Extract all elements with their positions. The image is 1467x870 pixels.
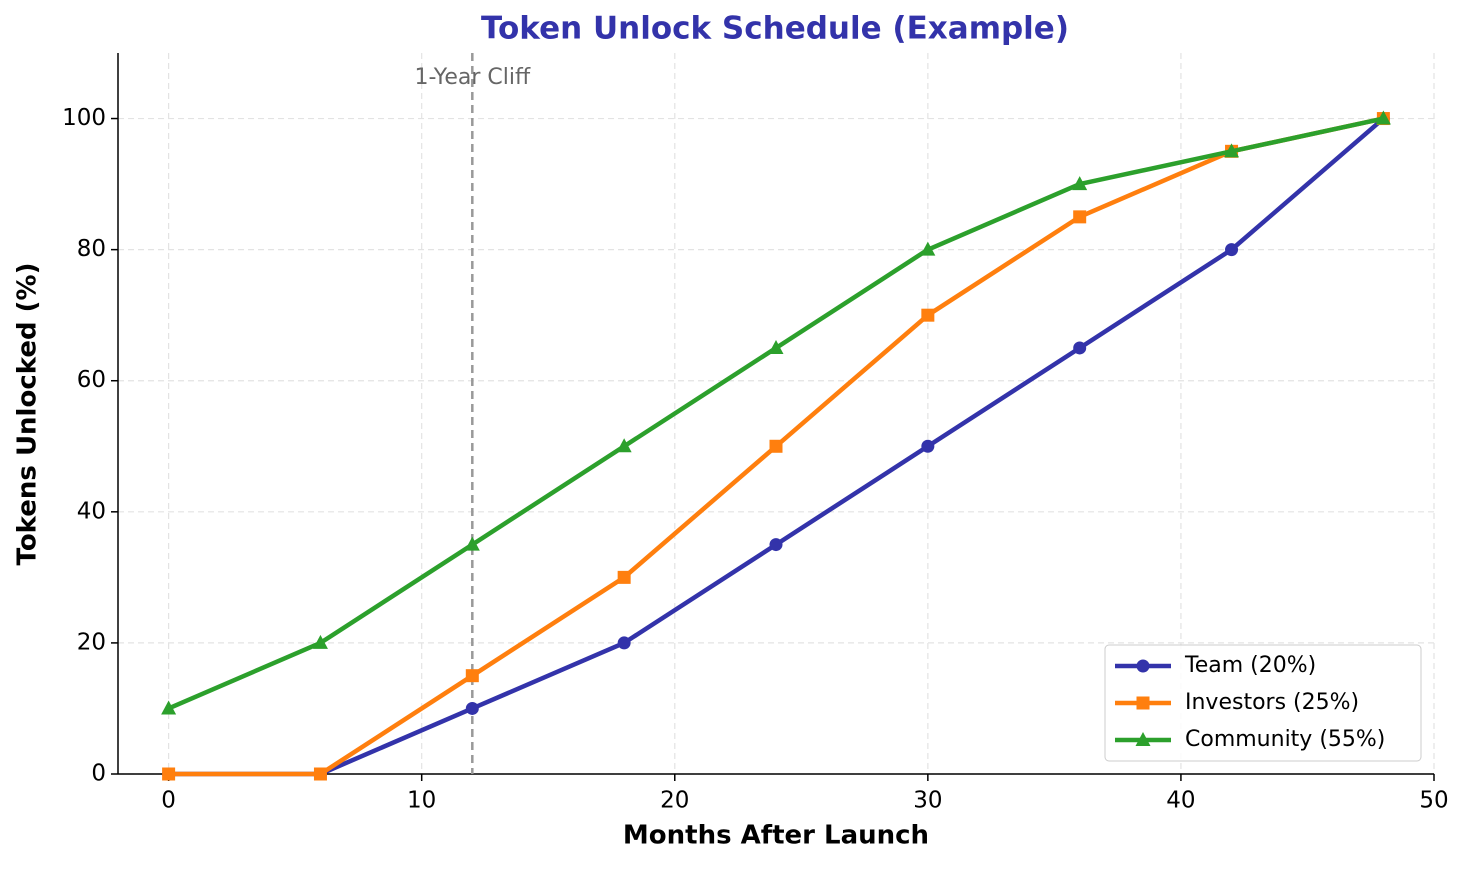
- legend-box: [1104, 644, 1422, 762]
- point: [162, 767, 176, 781]
- x-tick-label: 0: [161, 788, 176, 814]
- point: [616, 438, 632, 453]
- point: [161, 700, 177, 715]
- series-line: [167, 116, 1384, 711]
- x-tick-label: 20: [660, 788, 689, 814]
- point: [1073, 210, 1087, 224]
- legend-label: Team (20%): [1184, 653, 1316, 678]
- point: [617, 636, 631, 650]
- point: [1375, 110, 1391, 125]
- point: [312, 634, 328, 649]
- point: [465, 701, 479, 715]
- y-tick-label: 60: [77, 367, 106, 393]
- series: [161, 110, 1391, 715]
- y-axis-label: Tokens Unlocked (%): [13, 263, 43, 566]
- legend-label: Investors (25%): [1185, 690, 1359, 715]
- chart-title: Token Unlock Schedule (Example): [481, 11, 1069, 47]
- x-tick-label: 30: [913, 788, 942, 814]
- y-tick-label: 0: [91, 761, 106, 787]
- legend-label: Community (55%): [1185, 727, 1385, 752]
- point: [1225, 243, 1239, 257]
- point: [769, 538, 783, 552]
- point: [921, 308, 935, 322]
- y-tick-label: 80: [77, 236, 106, 262]
- y-tick-label: 100: [62, 105, 106, 131]
- point: [1073, 341, 1087, 355]
- point: [1072, 176, 1088, 191]
- point: [769, 439, 783, 453]
- point: [464, 536, 480, 551]
- point: [465, 669, 479, 683]
- x-tick-label: 50: [1419, 788, 1448, 814]
- point: [921, 439, 935, 453]
- point: [313, 767, 327, 781]
- point: [617, 570, 631, 584]
- y-tick-label: 40: [77, 498, 106, 524]
- x-tick-label: 40: [1166, 788, 1195, 814]
- point: [1135, 732, 1151, 746]
- point: [920, 241, 936, 256]
- y-tick-label: 20: [77, 629, 106, 655]
- point: [768, 339, 784, 354]
- point: [1136, 659, 1150, 673]
- x-tick-label: 10: [407, 788, 436, 814]
- point: [1136, 696, 1150, 710]
- cliff-label: 1-Year Cliff: [414, 65, 530, 90]
- point: [1224, 143, 1240, 158]
- x-axis-label: Months After Launch: [623, 821, 929, 851]
